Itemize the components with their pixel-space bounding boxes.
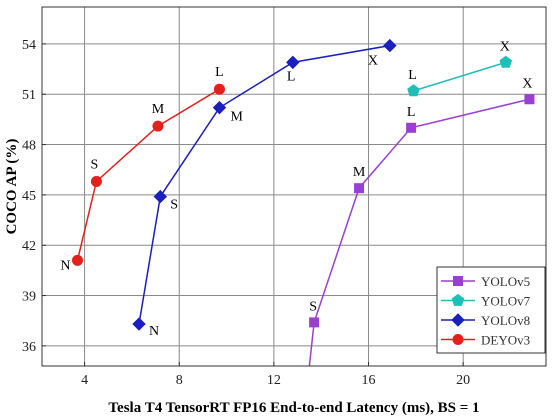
data-point-yolov8-m	[212, 100, 227, 115]
data-point-yolov5-l	[406, 122, 417, 133]
legend-label: YOLOv8	[481, 313, 530, 328]
series-line-yolov7	[413, 61, 506, 92]
data-point-yolov5-s	[309, 317, 320, 328]
point-label-deyov3-m: M	[152, 102, 165, 117]
series-yolov8	[132, 38, 397, 331]
y-tick-label: 36	[22, 340, 36, 355]
legend-swatch-marker	[451, 313, 465, 327]
data-point-yolov8-n	[132, 317, 146, 331]
data-point-deyov3-s	[90, 175, 102, 187]
data-point-yolov7-l	[407, 84, 420, 97]
y-axis-title: COCO AP (%)	[4, 139, 20, 235]
y-tick-label: 39	[22, 290, 36, 305]
series-deyov3	[71, 83, 225, 266]
legend-swatch-marker	[453, 276, 463, 286]
point-label-yolov8-x: X	[368, 54, 378, 69]
x-axis-title: Tesla T4 TensorRT FP16 End-to-end Latenc…	[108, 400, 479, 416]
legend-label: DEYOv3	[481, 333, 530, 348]
y-tick-label: 42	[22, 239, 36, 254]
point-label-yolov8-n: N	[149, 324, 159, 339]
legend-label: YOLOv7	[481, 294, 531, 309]
series-line-yolov8	[138, 44, 390, 325]
point-label-yolov5-l: L	[407, 105, 416, 120]
series-yolov5	[308, 94, 535, 367]
point-label-yolov5-s: S	[309, 299, 317, 314]
x-tick-label: 12	[267, 373, 281, 388]
x-tick-label: 16	[362, 373, 376, 388]
point-label-yolov8-s: S	[170, 198, 178, 213]
legend: YOLOv5 YOLOv7 YOLOv8 DEYOv3	[436, 266, 546, 354]
legend-swatch-marker	[451, 293, 465, 306]
data-point-yolov7-x	[499, 55, 513, 68]
x-tick-label: 4	[81, 373, 88, 388]
data-point-deyov3-n	[71, 254, 83, 266]
series-layer	[71, 38, 535, 367]
point-label-deyov3-s: S	[91, 157, 99, 172]
point-label-yolov5-x: X	[522, 76, 532, 91]
series-yolov7	[407, 55, 513, 97]
legend-item-deyov3: DEYOv3	[441, 333, 530, 348]
legend-item-yolov8: YOLOv8	[441, 313, 530, 328]
point-labels: S M L X L X N S M L X N S M L	[60, 39, 532, 339]
point-label-deyov3-l: L	[215, 65, 224, 80]
y-tick-label: 54	[22, 38, 36, 53]
legend-item-yolov7: YOLOv7	[441, 294, 531, 309]
data-point-yolov8-l	[286, 55, 300, 70]
y-tick-label: 48	[22, 139, 36, 154]
point-label-yolov5-m: M	[353, 165, 366, 180]
legend-label: YOLOv5	[481, 274, 530, 289]
point-label-yolov8-m: M	[230, 110, 243, 125]
data-point-yolov5-x	[524, 94, 535, 105]
grid-lines	[42, 7, 546, 366]
x-tick-label: 20	[456, 373, 470, 388]
y-tick-label: 51	[22, 88, 36, 103]
legend-item-yolov5: YOLOv5	[441, 274, 530, 289]
x-tick-label: 8	[176, 373, 183, 388]
point-label-yolov8-l: L	[287, 69, 296, 84]
legend-swatch-marker	[452, 334, 464, 345]
data-point-yolov5-m	[354, 183, 365, 194]
data-point-yolov8-s	[153, 189, 168, 204]
point-label-yolov7-x: X	[500, 39, 510, 54]
point-label-deyov3-n: N	[60, 258, 70, 273]
data-point-deyov3-m	[152, 120, 164, 132]
plot-frame	[41, 6, 547, 367]
series-line-deyov3	[76, 88, 220, 261]
data-point-deyov3-l	[213, 83, 225, 95]
point-label-yolov7-l: L	[408, 68, 417, 83]
y-tick-label: 45	[22, 189, 36, 204]
data-point-yolov8-x	[383, 38, 397, 53]
